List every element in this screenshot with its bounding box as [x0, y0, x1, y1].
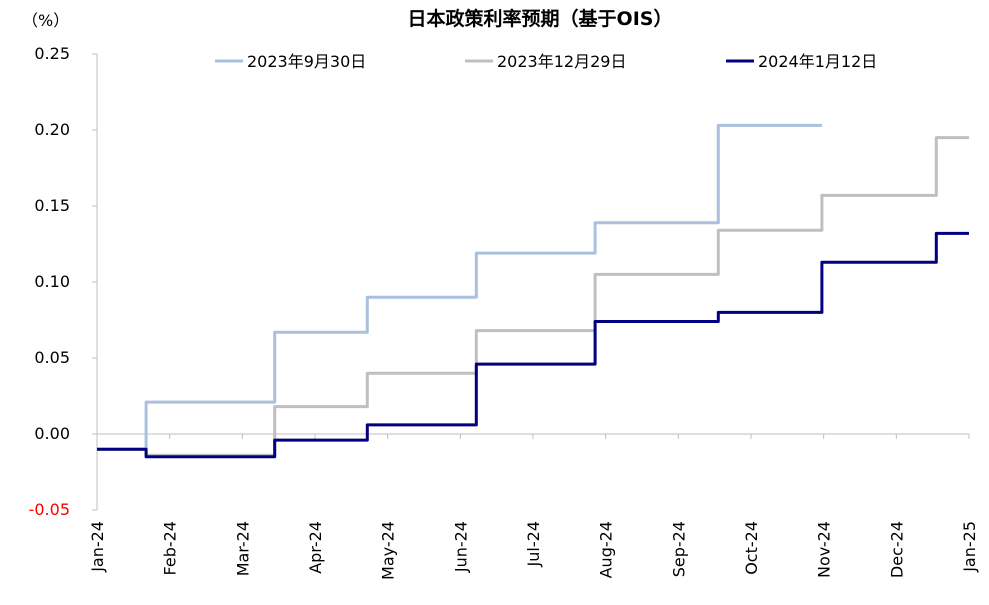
y-tick-label: -0.05 — [29, 500, 70, 519]
y-tick-label: 0.20 — [34, 120, 70, 139]
x-tick-label: Oct-24 — [742, 521, 761, 575]
x-tick-label: Jul-24 — [524, 521, 543, 567]
chart-title: 日本政策利率预期（基于OIS） — [408, 7, 673, 30]
y-axis-unit: （%） — [22, 11, 69, 30]
x-tick-label: Jan-24 — [88, 521, 107, 573]
y-tick-label: 0.25 — [34, 44, 70, 63]
x-tick-label: Feb-24 — [161, 521, 180, 575]
y-tick-label: 0.00 — [34, 424, 70, 443]
legend-label-3: 2024年1月12日 — [758, 52, 877, 71]
x-tick-label: Jan-25 — [960, 521, 979, 573]
plot-area — [97, 123, 969, 459]
series-line-1 — [97, 123, 822, 451]
axes: 0.25 0.20 0.15 0.10 0.05 0.00 -0.05 Jan-24 Feb-2… — [29, 44, 979, 580]
y-tick-label: 0.15 — [34, 196, 70, 215]
legend-label-2: 2023年12月29日 — [497, 52, 626, 71]
y-tick-label: 0.05 — [34, 348, 70, 367]
series-line-2 — [97, 136, 969, 457]
x-tick-label: Mar-24 — [233, 521, 252, 576]
legend: 2023年9月30日 2023年12月29日 2024年1月12日 — [215, 52, 877, 71]
x-tick-label: Sep-24 — [669, 521, 688, 577]
x-tick-label: Jun-24 — [451, 521, 470, 573]
x-tick-label: Apr-24 — [306, 521, 325, 574]
x-tick-label: Dec-24 — [887, 521, 906, 578]
series-line-3 — [97, 231, 969, 459]
y-tick-label: 0.10 — [34, 272, 70, 291]
x-tick-label: Nov-24 — [815, 521, 834, 578]
legend-label-1: 2023年9月30日 — [247, 52, 366, 71]
x-tick-label: May-24 — [379, 521, 398, 580]
x-tick-label: Aug-24 — [597, 521, 616, 578]
